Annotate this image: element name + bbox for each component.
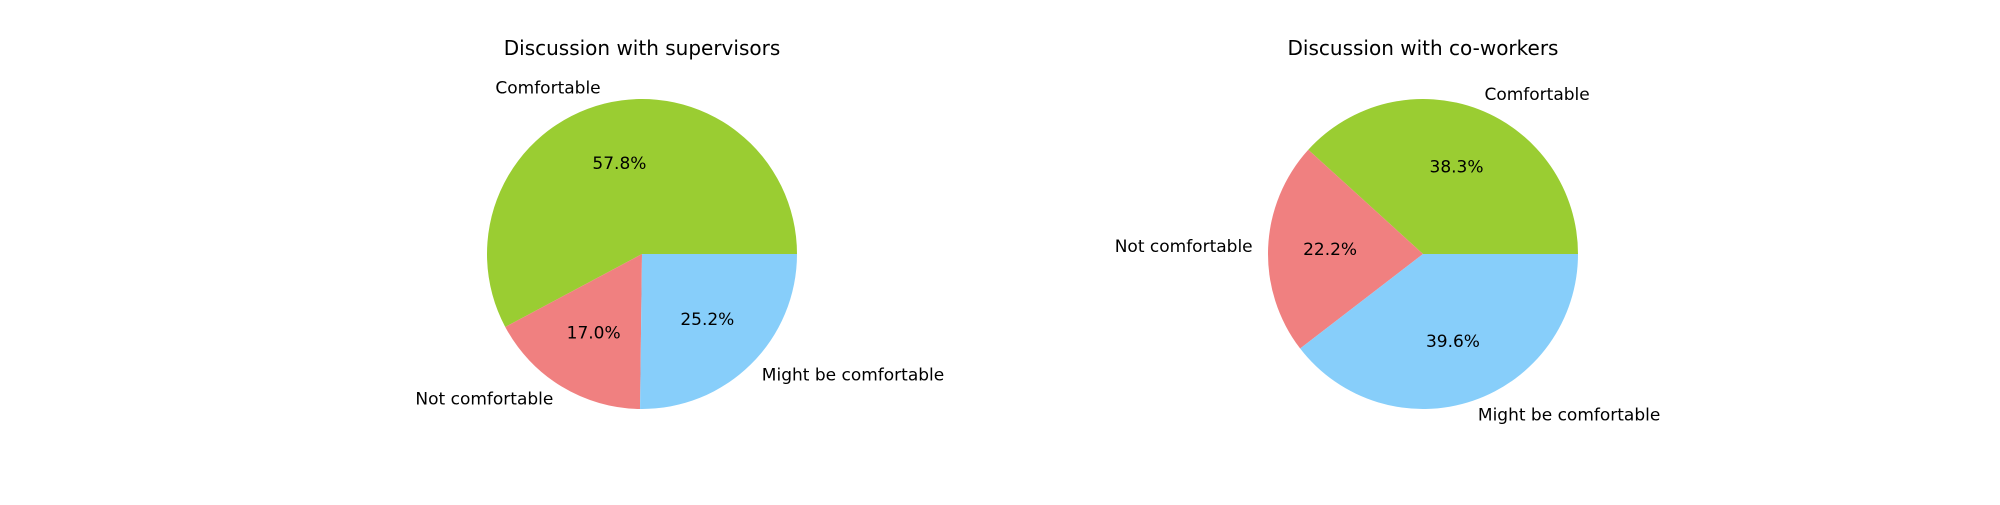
chart-title: Discussion with co-workers <box>1288 36 1559 60</box>
slice-percent-label: 38.3% <box>1430 157 1484 177</box>
pie-chart-co-workers: Discussion with co-workers 38.3% Comforta… <box>1115 36 1661 425</box>
slice-percent-label: 17.0% <box>567 323 621 343</box>
pie-chart-supervisors: Discussion with supervisors 57.8% Comfort… <box>415 36 944 410</box>
slice-category-label: Might be comfortable <box>1478 405 1660 425</box>
slice-category-label: Comfortable <box>495 79 600 99</box>
slice-category-label: Might be comfortable <box>762 365 944 385</box>
pie-slice-comfortable <box>1308 98 1578 254</box>
slice-percent-label: 25.2% <box>680 310 734 330</box>
slice-percent-label: 39.6% <box>1426 332 1480 352</box>
chart-title: Discussion with supervisors <box>504 36 781 60</box>
slice-percent-label: 22.2% <box>1303 240 1357 260</box>
slice-percent-label: 57.8% <box>592 154 646 174</box>
pie-slice-not-comfortable <box>505 254 642 409</box>
pie-slice-comfortable <box>486 98 797 327</box>
slice-category-label: Not comfortable <box>415 390 553 410</box>
pie-slice-might-be-comfortable <box>1300 254 1578 409</box>
slice-category-label: Not comfortable <box>1115 237 1253 257</box>
pie-slice-might-be-comfortable <box>640 254 797 409</box>
pie-slice-not-comfortable <box>1267 149 1423 349</box>
slice-category-label: Comfortable <box>1484 85 1589 105</box>
